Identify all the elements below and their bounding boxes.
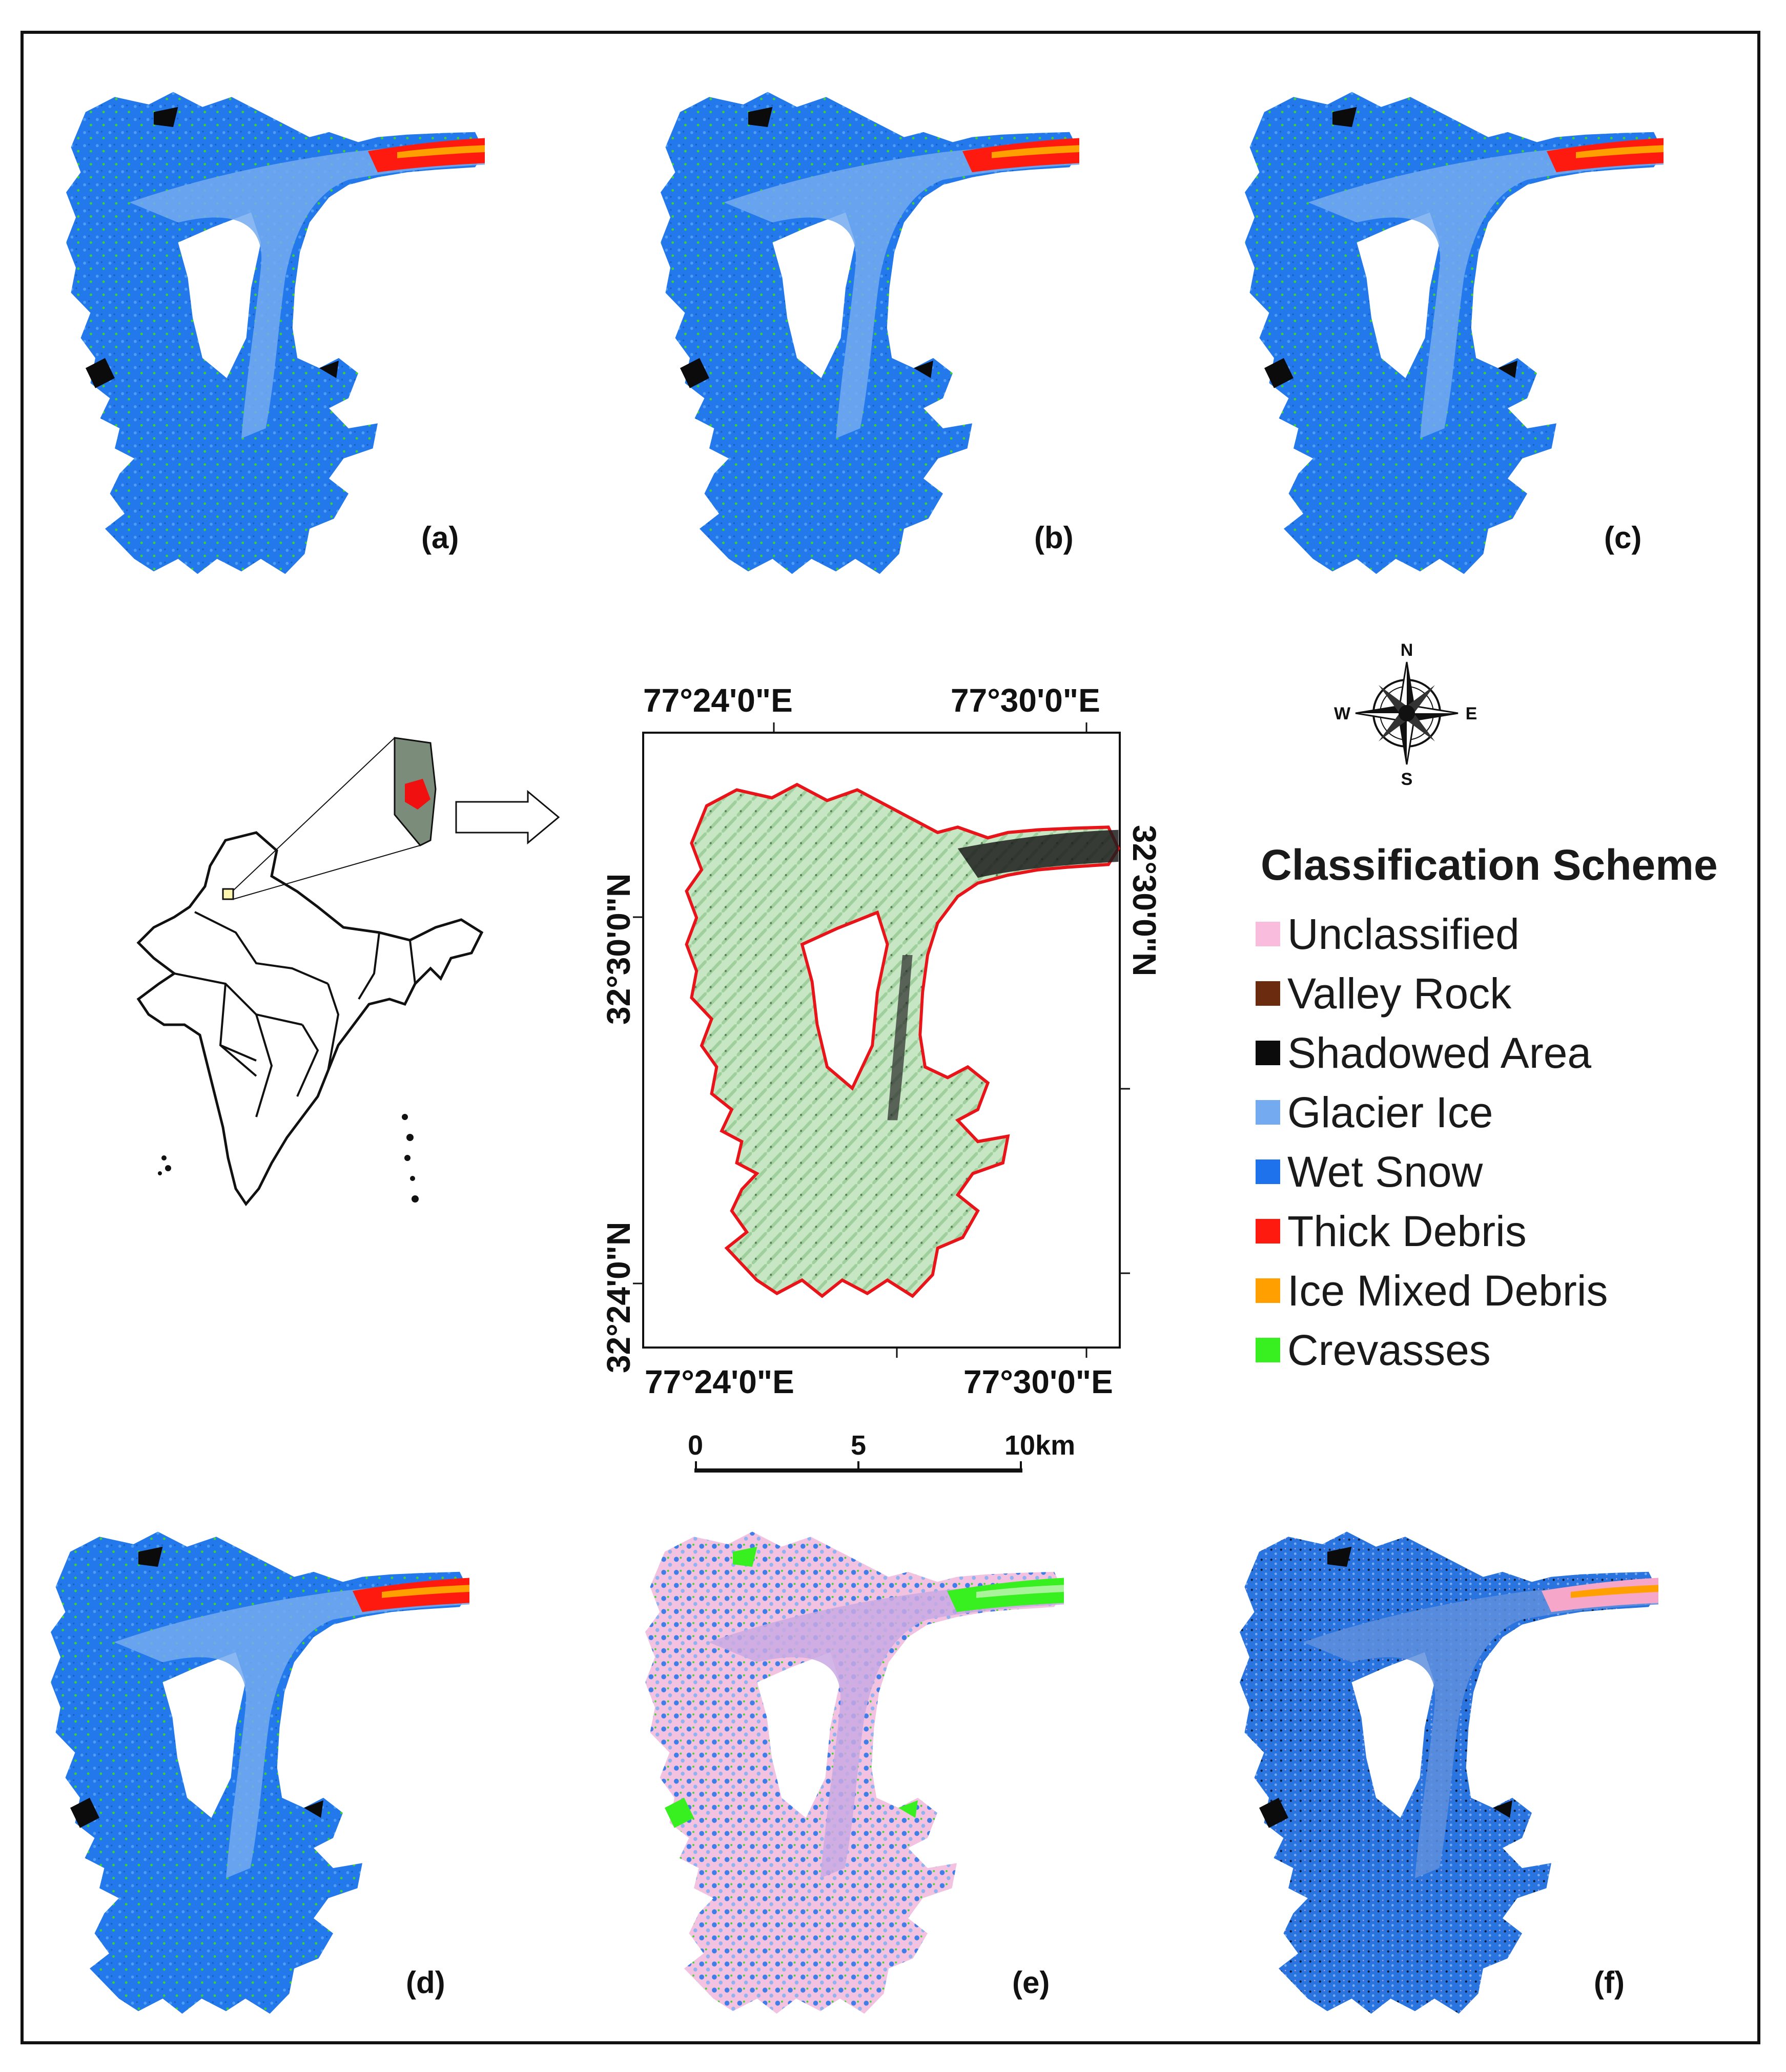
scale-tick-0: 0 <box>688 1430 704 1461</box>
compass-e-label: E <box>1466 704 1477 723</box>
scale-bar <box>694 1461 1022 1473</box>
legend-label: Wet Snow <box>1287 1147 1483 1196</box>
panel-label-c: (c) <box>1604 521 1642 555</box>
figure-frame <box>20 31 1760 2044</box>
legend-label: Valley Rock <box>1287 969 1512 1018</box>
legend-swatch <box>1256 922 1280 946</box>
legend-label: Ice Mixed Debris <box>1287 1266 1608 1315</box>
legend-label: Glacier Ice <box>1287 1088 1493 1136</box>
legend-item: Valley Rock <box>1256 964 1608 1023</box>
legend-label: Thick Debris <box>1287 1207 1527 1255</box>
legend-swatch <box>1256 1041 1280 1065</box>
legend-label: Shadowed Area <box>1287 1028 1592 1077</box>
top-lon-left: 77°24'0"E <box>643 682 793 719</box>
legend-label: Crevasses <box>1287 1325 1491 1374</box>
bottom-lon-left: 77°24'0"E <box>645 1363 794 1400</box>
right-lat-top: 32°30'0"N <box>1126 825 1163 977</box>
legend-label: Unclassified <box>1287 909 1520 958</box>
legend-item: Crevasses <box>1256 1320 1608 1380</box>
compass-s-label: S <box>1401 770 1413 789</box>
legend-item: Wet Snow <box>1256 1142 1608 1201</box>
scale-tick-10km: 10km <box>1004 1430 1076 1461</box>
legend-swatch <box>1256 1338 1280 1362</box>
compass-rose-icon: N S E W <box>1334 640 1477 789</box>
panel-c-map <box>1245 92 1664 574</box>
panel-label-a: (a) <box>421 521 459 555</box>
top-lon-right: 77°30'0"E <box>951 682 1100 719</box>
legend-item: Glacier Ice <box>1256 1083 1608 1142</box>
panel-label-b: (b) <box>1034 521 1074 555</box>
legend-swatch <box>1256 981 1280 1006</box>
legend-title: Classification Scheme <box>1261 841 1718 889</box>
panel-b-map <box>661 92 1079 574</box>
legend-swatch <box>1256 1100 1280 1125</box>
panel-f-map <box>1240 1531 1658 2014</box>
compass-w-label: W <box>1334 704 1351 723</box>
left-lat-bottom: 32°24'0"N <box>600 1221 637 1373</box>
legend-swatch <box>1256 1219 1280 1244</box>
panel-label-e: (e) <box>1012 1965 1050 2000</box>
bottom-lon-right: 77°30'0"E <box>963 1363 1113 1400</box>
panel-a-map <box>66 92 485 574</box>
legend-item: Ice Mixed Debris <box>1256 1261 1608 1320</box>
legend-item: Thick Debris <box>1256 1201 1608 1261</box>
legend-item: Unclassified <box>1256 904 1608 964</box>
panel-label-d: (d) <box>406 1965 445 2000</box>
scale-tick-5: 5 <box>851 1430 867 1461</box>
legend: Unclassified Valley Rock Shadowed Area Glac… <box>1256 904 1608 1380</box>
glacier-hillshade-map <box>687 784 1119 1296</box>
panel-e-map <box>645 1531 1064 2014</box>
panel-label-f: (f) <box>1594 1965 1625 2000</box>
left-lat-top: 32°30'0"N <box>600 873 637 1025</box>
map-ticks <box>633 722 1130 1358</box>
legend-item: Shadowed Area <box>1256 1023 1608 1083</box>
panel-d-map <box>51 1531 470 2014</box>
arrow-icon <box>455 790 560 845</box>
legend-swatch <box>1256 1278 1280 1303</box>
legend-swatch <box>1256 1159 1280 1184</box>
compass-n-label: N <box>1401 640 1413 660</box>
india-outline-map <box>136 737 484 1207</box>
